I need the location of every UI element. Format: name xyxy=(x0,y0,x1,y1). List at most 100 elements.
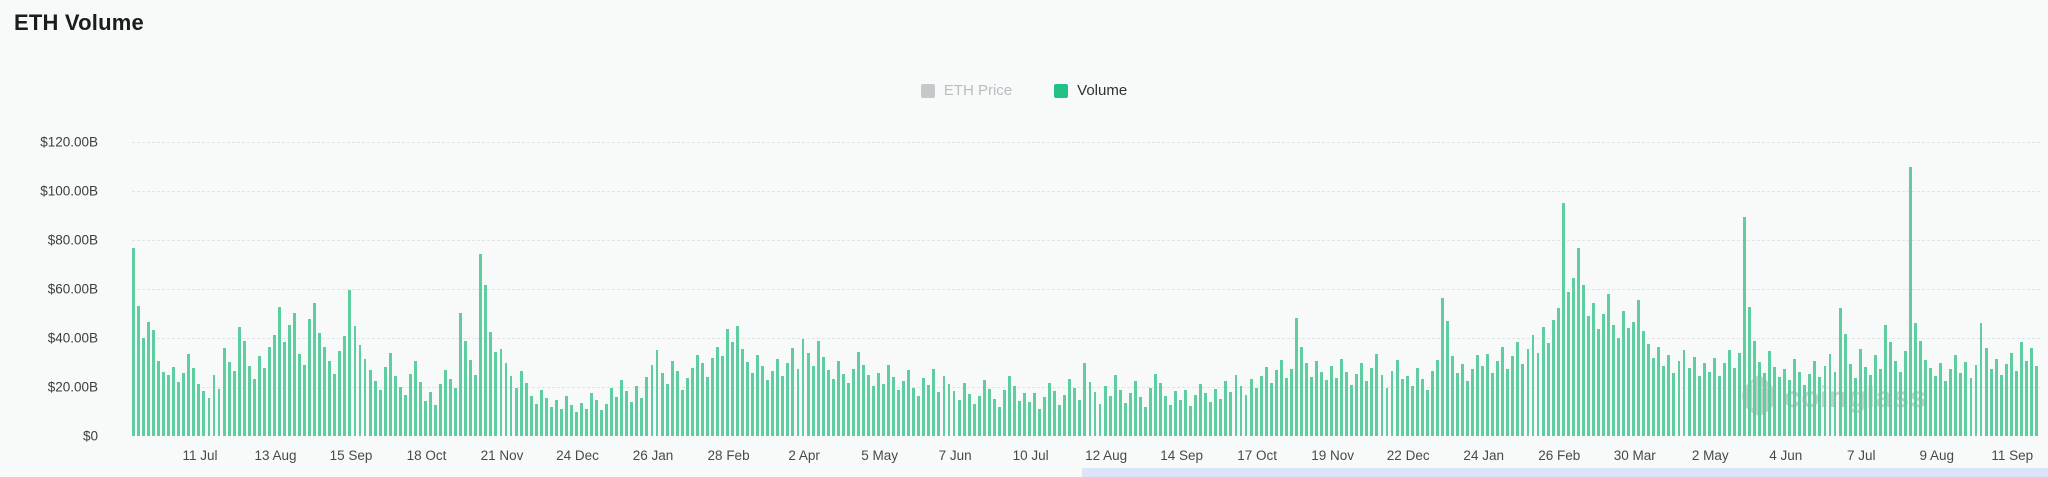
volume-bar[interactable] xyxy=(1949,368,1953,436)
volume-bar[interactable] xyxy=(1043,397,1047,436)
volume-bar[interactable] xyxy=(1108,396,1112,436)
volume-bar[interactable] xyxy=(544,398,548,436)
volume-bar[interactable] xyxy=(1828,354,1832,436)
volume-bar[interactable] xyxy=(1360,362,1364,436)
volume-bar[interactable] xyxy=(781,376,785,436)
volume-bar[interactable] xyxy=(1234,374,1238,436)
volume-bar[interactable] xyxy=(1758,361,1761,436)
volume-bar[interactable] xyxy=(816,341,820,436)
volume-bar[interactable] xyxy=(595,399,599,436)
volume-bar[interactable] xyxy=(741,348,745,436)
volume-bar[interactable] xyxy=(856,351,860,436)
volume-bar[interactable] xyxy=(408,374,412,436)
volume-bar[interactable] xyxy=(1768,350,1772,436)
volume-bar[interactable] xyxy=(640,397,644,436)
volume-bar[interactable] xyxy=(660,373,664,436)
volume-bar[interactable] xyxy=(1013,385,1016,436)
volume-bar[interactable] xyxy=(1969,378,1973,436)
volume-bar[interactable] xyxy=(333,373,337,436)
volume-bar[interactable] xyxy=(1556,307,1560,436)
volume-bar[interactable] xyxy=(1571,278,1575,436)
volume-bar[interactable] xyxy=(1576,247,1580,436)
volume-bar[interactable] xyxy=(1581,285,1585,436)
volume-bar[interactable] xyxy=(887,365,891,436)
volume-bar[interactable] xyxy=(630,401,634,436)
volume-bar[interactable] xyxy=(997,407,1001,436)
volume-bar[interactable] xyxy=(1158,382,1162,436)
volume-bar[interactable] xyxy=(1662,365,1666,436)
volume-bar[interactable] xyxy=(207,397,211,436)
volume-bar[interactable] xyxy=(655,349,659,436)
volume-bar[interactable] xyxy=(1496,360,1500,436)
volume-bar[interactable] xyxy=(157,361,161,436)
volume-bar[interactable] xyxy=(776,359,780,436)
volume-bar[interactable] xyxy=(1380,374,1384,436)
volume-bar[interactable] xyxy=(600,410,604,436)
volume-bar[interactable] xyxy=(575,411,578,436)
volume-bar[interactable] xyxy=(1103,385,1107,436)
volume-bar[interactable] xyxy=(1632,321,1636,436)
volume-bar[interactable] xyxy=(1219,398,1223,436)
bottom-scroll-strip[interactable] xyxy=(1082,468,2048,477)
volume-bar[interactable] xyxy=(1370,367,1374,436)
volume-bar[interactable] xyxy=(474,375,478,436)
volume-bar[interactable] xyxy=(1410,386,1414,436)
volume-bar[interactable] xyxy=(811,366,815,436)
legend-item-eth-price[interactable]: ETH Price xyxy=(920,82,1012,99)
volume-bar[interactable] xyxy=(1622,310,1626,436)
volume-bar[interactable] xyxy=(1858,348,1862,436)
volume-bar[interactable] xyxy=(1888,341,1892,436)
volume-bar[interactable] xyxy=(872,386,875,436)
volume-bar[interactable] xyxy=(1400,378,1404,436)
volume-bar[interactable] xyxy=(892,376,896,436)
volume-bar[interactable] xyxy=(922,377,926,436)
volume-bar[interactable] xyxy=(700,363,704,436)
volume-bar[interactable] xyxy=(2024,361,2028,436)
volume-bar[interactable] xyxy=(373,381,377,436)
volume-bar[interactable] xyxy=(564,396,568,436)
volume-bar[interactable] xyxy=(1596,328,1600,436)
volume-bar[interactable] xyxy=(1984,348,1988,436)
volume-bar[interactable] xyxy=(1199,383,1203,436)
volume-bar[interactable] xyxy=(403,394,407,436)
volume-bar[interactable] xyxy=(1818,376,1822,436)
volume-bar[interactable] xyxy=(1516,341,1520,436)
volume-bar[interactable] xyxy=(1561,202,1565,436)
volume-bar[interactable] xyxy=(1440,298,1444,436)
volume-bar[interactable] xyxy=(1033,393,1037,436)
volume-bar[interactable] xyxy=(665,384,669,436)
volume-bar[interactable] xyxy=(715,346,719,436)
volume-bar[interactable] xyxy=(605,404,609,436)
volume-bar[interactable] xyxy=(1843,333,1847,436)
volume-bar[interactable] xyxy=(877,373,880,436)
volume-bar[interactable] xyxy=(620,380,624,436)
volume-bar[interactable] xyxy=(1717,375,1721,436)
volume-bar[interactable] xyxy=(806,353,810,436)
volume-bar[interactable] xyxy=(861,364,865,436)
volume-bar[interactable] xyxy=(197,383,201,436)
volume-bar[interactable] xyxy=(444,370,448,436)
volume-bar[interactable] xyxy=(534,403,538,436)
volume-bar[interactable] xyxy=(549,407,553,436)
volume-bar[interactable] xyxy=(569,404,573,436)
volume-bar[interactable] xyxy=(1944,381,1948,436)
volume-bar[interactable] xyxy=(1899,371,1902,436)
volume-bar[interactable] xyxy=(1143,406,1147,436)
volume-bar[interactable] xyxy=(610,388,614,436)
volume-bar[interactable] xyxy=(952,390,956,436)
volume-bar[interactable] xyxy=(132,248,135,436)
volume-bar[interactable] xyxy=(1209,402,1213,436)
volume-bar[interactable] xyxy=(1979,322,1983,436)
volume-bar[interactable] xyxy=(756,354,760,436)
volume-bar[interactable] xyxy=(1722,363,1726,436)
volume-bar[interactable] xyxy=(1174,391,1177,436)
volume-bar[interactable] xyxy=(252,379,256,436)
volume-bar[interactable] xyxy=(670,360,674,436)
volume-bar[interactable] xyxy=(1164,395,1167,436)
volume-bar[interactable] xyxy=(202,391,206,436)
volume-bar[interactable] xyxy=(580,402,583,436)
volume-bar[interactable] xyxy=(413,360,417,436)
volume-bar[interactable] xyxy=(1002,389,1006,436)
volume-bar[interactable] xyxy=(1904,350,1907,436)
volume-bar[interactable] xyxy=(1259,375,1263,436)
